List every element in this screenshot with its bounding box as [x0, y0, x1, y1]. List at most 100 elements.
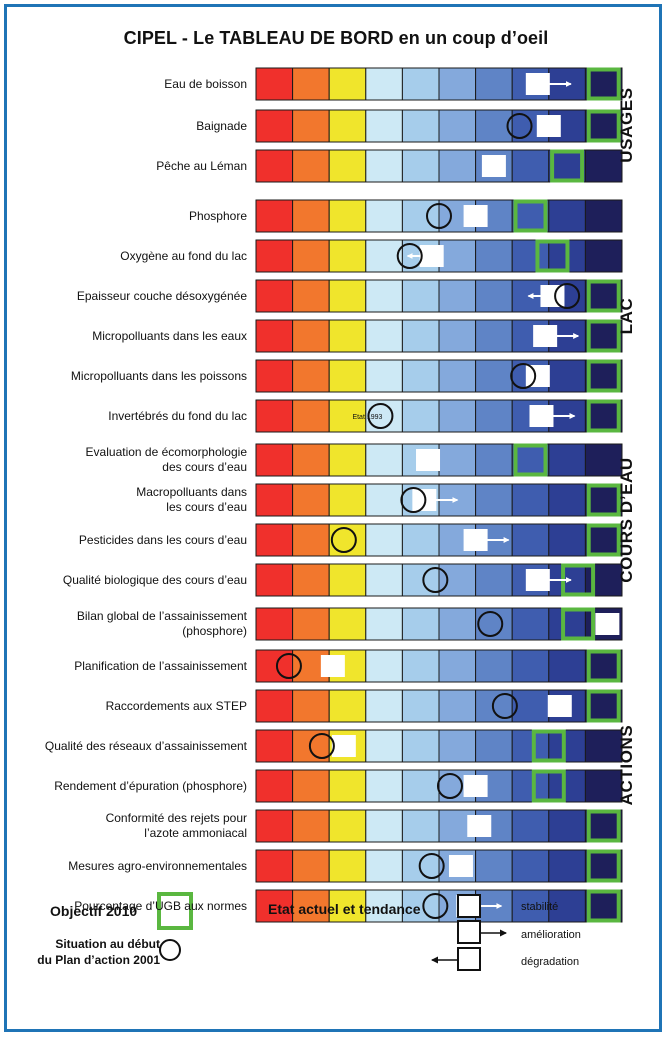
current-state-marker [463, 775, 488, 797]
section-label-text: ACTIONS [617, 724, 636, 806]
row-label: Phosphore [7, 209, 247, 224]
scale-cell [511, 849, 550, 883]
scale-cell [438, 689, 477, 723]
scale-cell [255, 563, 294, 597]
scale-cell [401, 149, 440, 183]
scale-cell [292, 149, 330, 183]
scale-cell [401, 399, 440, 433]
scale-cell [548, 607, 586, 641]
scale-cell [401, 319, 440, 353]
initial-situation-marker [436, 773, 463, 799]
indicator-row [255, 607, 623, 641]
scale-cell [584, 729, 623, 763]
current-state-marker [536, 115, 561, 137]
scale-cell [255, 809, 294, 843]
row-label-line: Eau de boisson [164, 76, 247, 91]
objective-marker [535, 239, 570, 273]
current-state-marker [416, 449, 441, 471]
scale-cell [292, 607, 330, 641]
scale-cell [401, 809, 440, 843]
row-label-line: Rendement d’épuration (phosphore) [54, 778, 247, 793]
section-label: LAC [610, 200, 644, 432]
legend-stability-square [457, 894, 481, 918]
scale-cell [438, 607, 477, 641]
row-label-line: Evaluation de écomorphologie [85, 445, 247, 459]
row-label-line: Raccordements aux STEP [105, 698, 247, 713]
scale-cell [365, 769, 403, 803]
objective-marker [586, 889, 621, 923]
scale-cell [328, 199, 367, 233]
scale-cell [365, 199, 403, 233]
scale-cell [548, 849, 586, 883]
indicator-row [255, 849, 623, 883]
scale-cell [255, 109, 294, 143]
scale-cell [548, 359, 586, 393]
scale-cell [438, 649, 477, 683]
row-label-line: Baignade [196, 118, 247, 133]
scale-cell [511, 607, 550, 641]
scale-cell [548, 769, 586, 803]
scale-cell [401, 689, 440, 723]
scale-cell [475, 649, 513, 683]
scale-cell [255, 359, 294, 393]
scale-cell [548, 149, 586, 183]
row-label-line: les cours d’eau [166, 500, 247, 514]
scale-cell [328, 279, 367, 313]
objective-marker [586, 649, 621, 683]
scale-cell [475, 319, 513, 353]
scale-cell [438, 443, 477, 477]
section-label: COURS D’EAU [610, 444, 644, 596]
scale-cell [401, 849, 440, 883]
scale-cell [548, 809, 586, 843]
row-label-line: (phosphore) [182, 624, 247, 638]
row-label-line: Pesticides dans les cours d’eau [78, 532, 247, 547]
scale-cell [511, 729, 550, 763]
objective-marker [586, 849, 621, 883]
scale-cell [584, 443, 623, 477]
scale-cell [548, 649, 586, 683]
scale-cell [584, 483, 623, 517]
current-state-marker [529, 405, 554, 427]
scale-cell [365, 359, 403, 393]
row-label: Conformité des rejets pour l’azote ammoni… [7, 811, 247, 841]
scale-cell [292, 443, 330, 477]
scale-cell [438, 149, 477, 183]
scale-cell [292, 523, 330, 557]
indicator-row [255, 279, 623, 313]
scale-cell [548, 889, 586, 923]
scale-cell [511, 649, 550, 683]
scale-cell [401, 607, 440, 641]
initial-note: Etat 1993 [352, 414, 382, 421]
indicator-row [255, 149, 623, 183]
indicator-row [255, 769, 623, 803]
row-label: Bilan global de l’assainissement (phospho… [7, 609, 247, 639]
scale-cell [401, 359, 440, 393]
current-state-marker [331, 735, 356, 757]
initial-situation-marker [510, 363, 537, 389]
current-state-marker [525, 365, 550, 387]
indicator-row [255, 729, 623, 763]
row-label-line: Qualité des réseaux d’assainissement [44, 738, 247, 753]
scale-cell [511, 239, 550, 273]
objective-marker [531, 729, 566, 763]
scale-cell [365, 319, 403, 353]
scale-cell [365, 649, 403, 683]
initial-situation-marker [275, 653, 302, 679]
scale-cell [401, 649, 440, 683]
current-state-marker [419, 245, 444, 267]
scale-cell [255, 689, 294, 723]
scale-cell [438, 319, 477, 353]
scale-cell [328, 443, 367, 477]
scale-cell [548, 483, 586, 517]
scale-cell [328, 359, 367, 393]
legend-graphics [157, 892, 507, 971]
scale-cell [365, 443, 403, 477]
scale-cell [511, 199, 550, 233]
indicator-row [255, 109, 623, 143]
scale-cell [255, 649, 294, 683]
scale-cell [328, 239, 367, 273]
objective-marker [513, 199, 548, 233]
indicator-row: Etat 1993 [255, 399, 623, 433]
row-label: Qualité biologique des cours d’eau [7, 573, 247, 588]
initial-situation-marker [506, 113, 533, 139]
